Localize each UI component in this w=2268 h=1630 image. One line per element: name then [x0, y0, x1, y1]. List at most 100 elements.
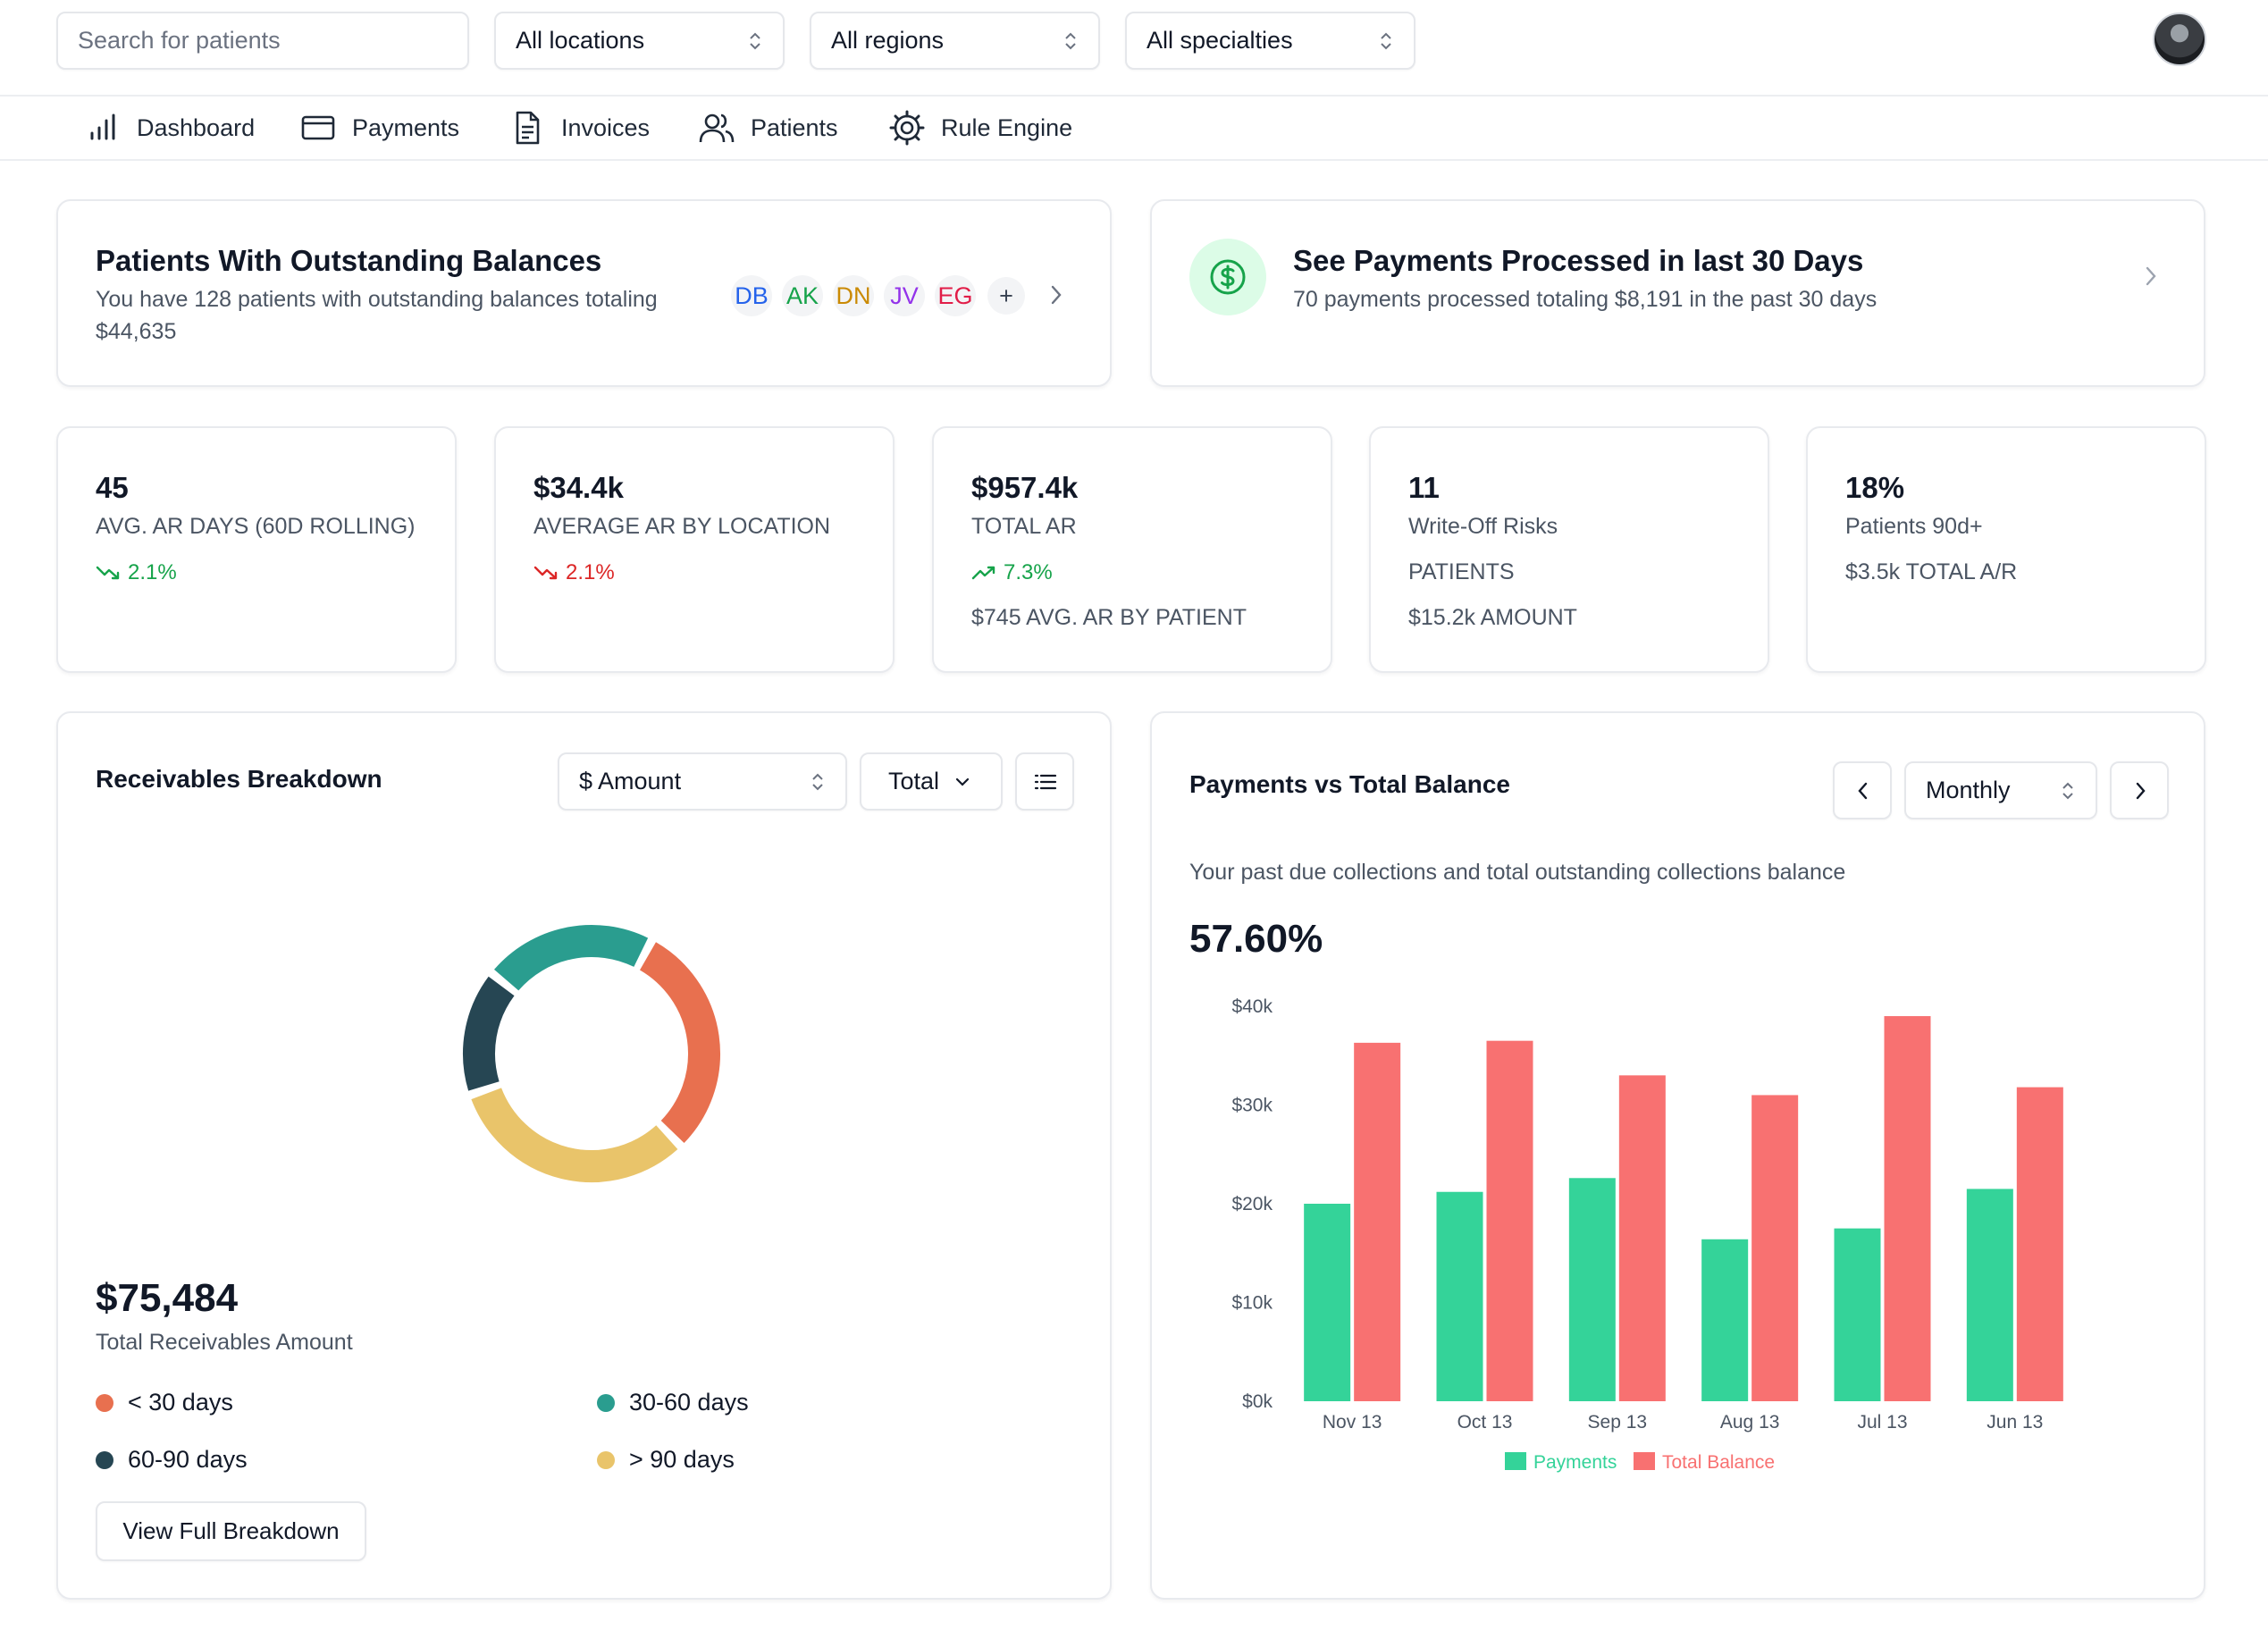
- total-select-label: Total: [888, 768, 940, 794]
- legend-item-60-90: 60-90 days: [96, 1446, 248, 1474]
- chevron-right-icon[interactable]: [1044, 282, 1069, 307]
- stat-label: TOTAL AR: [971, 514, 1077, 539]
- chevron-left-icon: [1858, 782, 1868, 800]
- x-tick-label: Sep 13: [1588, 1412, 1648, 1433]
- patient-chip-initials: JV: [890, 282, 919, 309]
- chevron-up-down-icon: [2062, 782, 2073, 799]
- amount-select[interactable]: $ Amount: [558, 752, 847, 811]
- stat-card-ar-location: $34.4k AVERAGE AR BY LOCATION 2.1%: [494, 426, 895, 673]
- bar-total-balance[interactable]: [1354, 1042, 1401, 1401]
- nav-dashboard-label: Dashboard: [137, 113, 256, 141]
- x-tick-label: Jul 13: [1857, 1412, 1907, 1433]
- bar-total-balance[interactable]: [1618, 1075, 1666, 1401]
- stat-card-ar-days: 45 AVG. AR DAYS (60D ROLLING) 2.1%: [56, 426, 457, 673]
- legend-swatch: [1505, 1452, 1526, 1470]
- regions-select[interactable]: All regions: [810, 12, 1100, 70]
- locations-select-label: All locations: [516, 27, 645, 54]
- legend-item-30-60: 30-60 days: [597, 1389, 749, 1416]
- amount-select-label: $ Amount: [579, 768, 682, 794]
- patient-chip[interactable]: DB: [731, 275, 772, 316]
- legend-dot: [597, 1450, 615, 1469]
- more-patients-label: +: [999, 282, 1013, 309]
- bar-total-balance[interactable]: [1751, 1095, 1799, 1401]
- locations-select[interactable]: All locations: [494, 12, 785, 70]
- donut-slice: [494, 925, 649, 991]
- nav-rule-engine[interactable]: Rule Engine: [889, 105, 1072, 150]
- nav-payments[interactable]: Payments: [300, 105, 459, 150]
- dollar-icon-wrapper: [1189, 239, 1266, 315]
- bar-payments[interactable]: [1568, 1178, 1616, 1401]
- y-tick-label: $40k: [1231, 996, 1273, 1017]
- stat-card-write-off: 11 Write-Off Risks PATIENTS $15.2k AMOUN…: [1369, 426, 1769, 673]
- legend-item-over-90: > 90 days: [597, 1446, 735, 1474]
- gear-icon: [889, 110, 925, 146]
- x-tick-label: Oct 13: [1457, 1412, 1513, 1433]
- payments-bar-chart: $0k $10k $20k $30k $40k Nov 13 Oct 13 Sep 13 Aug…: [1231, 996, 2063, 1473]
- collection-percent: 57.60%: [1189, 917, 1323, 961]
- patient-chip-initials: AK: [785, 282, 819, 309]
- total-receivables-label: Total Receivables Amount: [96, 1330, 353, 1355]
- patient-chip-initials: EG: [937, 282, 973, 309]
- nav-dashboard[interactable]: Dashboard: [85, 105, 255, 150]
- receivables-breakdown-card: Receivables Breakdown $ Amount Total $75…: [56, 711, 1112, 1600]
- payments-vs-balance-card: Payments vs Total Balance Monthly Your p…: [1150, 711, 2205, 1600]
- x-tick-label: Aug 13: [1720, 1412, 1780, 1433]
- bar-chart-icon: [90, 113, 115, 140]
- stat-value: $34.4k: [533, 471, 624, 504]
- legend-label[interactable]: Total Balance: [1662, 1452, 1775, 1473]
- chevron-right-icon[interactable]: [2138, 264, 2163, 289]
- list-view-button[interactable]: [1015, 752, 1074, 811]
- specialties-select[interactable]: All specialties: [1125, 12, 1415, 70]
- user-avatar[interactable]: [2153, 13, 2206, 66]
- legend-label[interactable]: Payments: [1533, 1452, 1617, 1473]
- document-icon: [516, 111, 540, 145]
- patient-chip[interactable]: EG: [935, 275, 976, 316]
- nav-divider: [0, 159, 2268, 161]
- payments-processed-card[interactable]: See Payments Processed in last 30 Days 7…: [1150, 199, 2205, 387]
- bar-payments[interactable]: [1834, 1228, 1881, 1401]
- outstanding-balances-total: $44,635: [96, 319, 177, 344]
- more-patients-button[interactable]: +: [987, 277, 1025, 315]
- patient-chip[interactable]: AK: [782, 275, 823, 316]
- chevron-up-down-icon: [750, 32, 760, 49]
- bar-total-balance[interactable]: [1884, 1016, 1931, 1401]
- specialties-select-label: All specialties: [1147, 27, 1293, 54]
- period-select-label: Monthly: [1926, 777, 2011, 803]
- list-icon: [1034, 774, 1057, 790]
- search-input[interactable]: Search for patients: [56, 12, 469, 70]
- donut-slice: [463, 976, 515, 1091]
- legend-label: 60-90 days: [128, 1446, 248, 1473]
- next-period-button[interactable]: [2110, 761, 2169, 819]
- bar-total-balance[interactable]: [1486, 1040, 1533, 1401]
- bar-payments[interactable]: [1304, 1204, 1351, 1401]
- stat-card-total-ar: $957.4k TOTAL AR 7.3% $745 AVG. AR BY PA…: [932, 426, 1332, 673]
- period-select[interactable]: Monthly: [1904, 761, 2097, 819]
- nav-patients[interactable]: Patients: [699, 105, 838, 150]
- bar-payments[interactable]: [1701, 1239, 1749, 1401]
- chevron-up-down-icon: [812, 773, 823, 790]
- dollar-circle-icon: [1210, 259, 1246, 295]
- y-tick-label: $20k: [1231, 1194, 1273, 1214]
- nav-invoices[interactable]: Invoices: [509, 105, 650, 150]
- stat-label: AVERAGE AR BY LOCATION: [533, 514, 831, 539]
- payments-processed-desc: 70 payments processed totaling $8,191 in…: [1293, 287, 1877, 312]
- patient-chip[interactable]: JV: [884, 275, 925, 316]
- patient-chip[interactable]: DN: [833, 275, 874, 316]
- view-full-breakdown-button[interactable]: View Full Breakdown: [96, 1501, 366, 1561]
- x-tick-label: Jun 13: [1987, 1412, 2043, 1433]
- total-receivables-value: $75,484: [96, 1276, 239, 1320]
- stat-value: 45: [96, 471, 129, 504]
- patient-chip-initials: DB: [735, 282, 769, 309]
- legend-dot: [597, 1393, 615, 1412]
- legend-swatch: [1634, 1452, 1655, 1470]
- prev-period-button[interactable]: [1833, 761, 1892, 819]
- bar-total-balance[interactable]: [2016, 1087, 2063, 1401]
- bar-payments[interactable]: [1966, 1189, 2013, 1401]
- legend-label: 30-60 days: [629, 1389, 749, 1416]
- stat-label: Write-Off Risks: [1408, 514, 1558, 539]
- stat-trend: 2.1%: [96, 560, 177, 585]
- total-select[interactable]: Total: [860, 752, 1003, 811]
- stat-card-90d: 18% Patients 90d+ $3.5k TOTAL A/R: [1806, 426, 2206, 673]
- bar-payments[interactable]: [1436, 1191, 1483, 1401]
- nav-patients-label: Patients: [751, 113, 838, 141]
